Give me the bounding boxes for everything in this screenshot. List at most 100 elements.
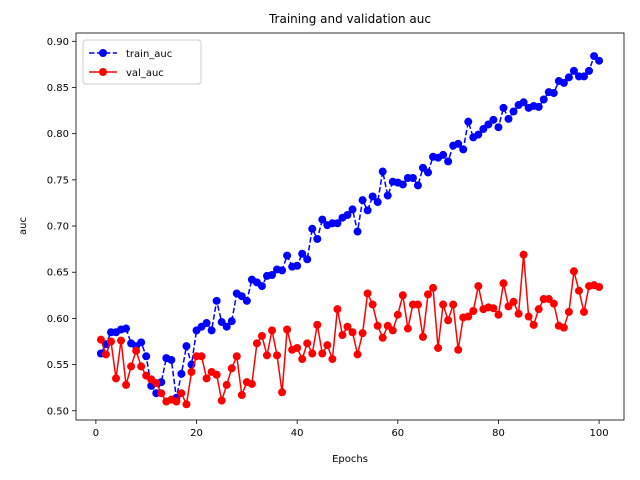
data-point — [293, 343, 302, 352]
data-point — [595, 56, 604, 65]
data-point — [202, 319, 211, 328]
data-point — [262, 351, 271, 360]
data-point — [454, 345, 463, 354]
data-point — [202, 374, 211, 383]
data-point — [207, 326, 216, 335]
data-point — [489, 304, 498, 313]
data-point — [343, 210, 352, 219]
data-point — [227, 364, 236, 373]
data-point — [524, 312, 533, 321]
x-axis-label: Epochs — [332, 454, 368, 465]
x-tick-label: 40 — [291, 428, 304, 439]
legend-marker — [99, 49, 107, 57]
data-point — [434, 343, 443, 352]
data-point — [504, 302, 513, 311]
data-point — [353, 350, 362, 359]
data-point — [464, 312, 473, 321]
data-point — [373, 198, 382, 207]
data-point — [222, 322, 231, 331]
data-point — [268, 326, 277, 335]
data-point — [278, 388, 287, 397]
data-point — [418, 332, 427, 341]
chart-title: Training and validation auc — [268, 12, 431, 26]
data-point — [333, 305, 342, 314]
data-point — [112, 374, 121, 383]
data-point — [368, 192, 377, 201]
data-point — [564, 73, 573, 82]
data-point — [579, 72, 588, 81]
data-point — [569, 267, 578, 276]
data-point — [308, 349, 317, 358]
legend-label: val_auc — [126, 68, 164, 79]
data-point — [313, 234, 322, 243]
data-point — [504, 114, 513, 123]
data-point — [403, 324, 412, 333]
data-point — [559, 323, 568, 332]
data-point — [142, 352, 151, 361]
data-point — [313, 320, 322, 329]
data-point — [499, 103, 508, 112]
data-point — [559, 78, 568, 87]
data-point — [358, 196, 367, 205]
data-point — [247, 379, 256, 388]
data-point — [323, 341, 332, 350]
y-tick-label: 0.65 — [47, 268, 69, 279]
data-point — [96, 335, 105, 344]
data-point — [257, 331, 266, 340]
data-point — [378, 333, 387, 342]
data-point — [474, 130, 483, 139]
x-tick-label: 100 — [590, 428, 609, 439]
data-point — [595, 282, 604, 291]
data-point — [363, 289, 372, 298]
data-point — [167, 355, 176, 364]
data-point — [283, 251, 292, 260]
data-point — [514, 309, 523, 318]
data-point — [177, 389, 186, 398]
data-point — [283, 325, 292, 334]
data-point — [454, 139, 463, 148]
data-point — [444, 316, 453, 325]
data-point — [444, 157, 453, 166]
data-point — [534, 102, 543, 111]
data-point — [127, 362, 136, 371]
data-point — [318, 349, 327, 358]
data-point — [222, 380, 231, 389]
data-point — [479, 125, 488, 134]
data-point — [489, 115, 498, 124]
data-point — [499, 279, 508, 288]
data-point — [197, 352, 206, 361]
data-point — [303, 339, 312, 348]
data-point — [509, 107, 518, 116]
data-point — [212, 370, 221, 379]
legend-marker — [99, 68, 107, 76]
data-point — [429, 283, 438, 292]
data-point — [549, 89, 558, 98]
data-point — [303, 255, 312, 264]
y-tick-label: 0.75 — [47, 175, 69, 186]
data-point — [534, 305, 543, 314]
y-tick-label: 0.85 — [47, 83, 69, 94]
data-point — [484, 120, 493, 129]
data-point — [423, 168, 432, 177]
data-point — [398, 180, 407, 189]
y-tick-label: 0.90 — [47, 37, 69, 48]
data-point — [358, 329, 367, 338]
data-point — [338, 331, 347, 340]
data-point — [106, 337, 115, 346]
data-point — [378, 167, 387, 176]
data-point — [474, 282, 483, 291]
data-point — [328, 355, 337, 364]
data-point — [569, 66, 578, 75]
data-point — [383, 321, 392, 330]
data-point — [348, 328, 357, 337]
y-tick-label: 0.70 — [47, 222, 69, 233]
data-point — [368, 300, 377, 309]
legend-label: train_auc — [126, 49, 172, 60]
data-point — [237, 391, 246, 400]
data-point — [363, 206, 372, 215]
y-tick-label: 0.50 — [47, 406, 69, 417]
data-point — [494, 310, 503, 319]
data-point — [439, 300, 448, 309]
x-tick-label: 0 — [93, 428, 99, 439]
